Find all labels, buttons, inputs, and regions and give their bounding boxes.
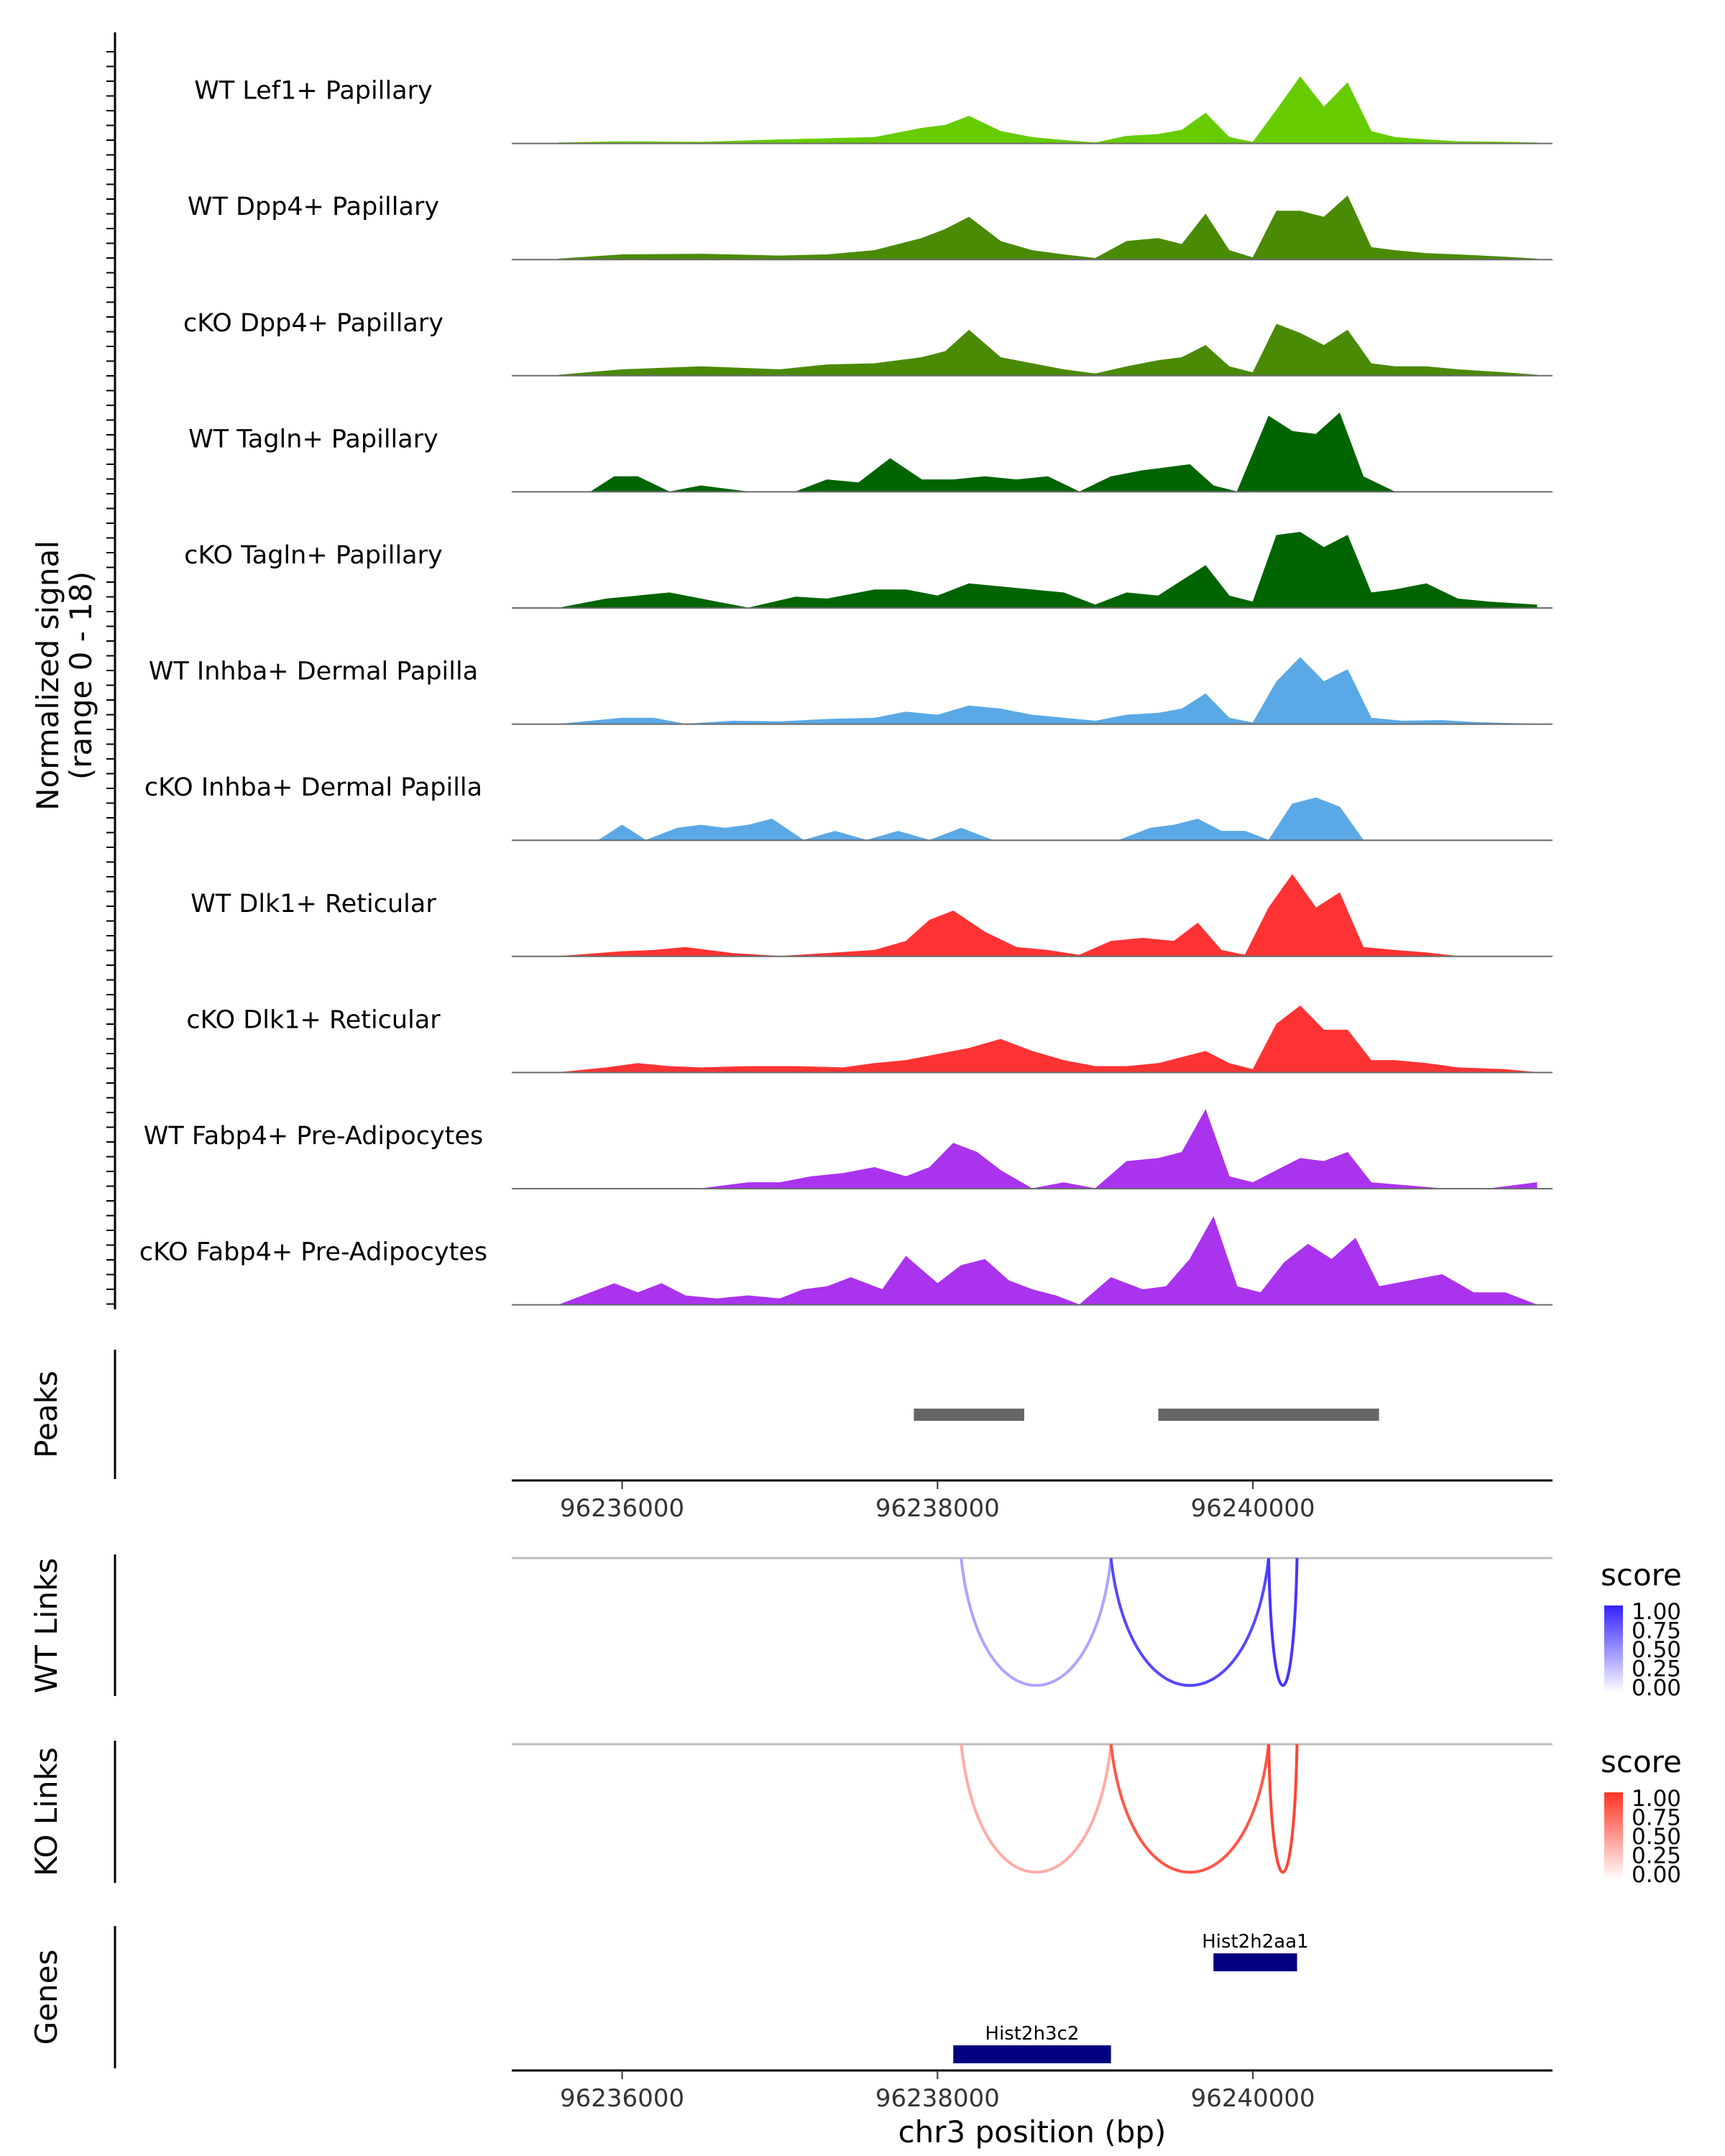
legend-tick-label: 0.00 (1632, 1862, 1681, 1888)
ko-links-label: KO Links (29, 1747, 64, 1876)
gene-body (1213, 1953, 1297, 1971)
coverage-y-label: Normalized signal (30, 540, 65, 811)
link-arc (1109, 1743, 1271, 1874)
legend-tick-label: 0.75 (1632, 1618, 1681, 1644)
wt-legend-title: score (1601, 1557, 1682, 1593)
coverage-area (558, 323, 1537, 377)
coverage-tracks: WT Lef1+ Papillary WT Dpp4+ Papillary cKO … (139, 76, 1552, 1306)
x-tick-label: 96238000 (875, 1494, 1000, 1523)
x-tick-label: 96236000 (560, 2084, 684, 2113)
x-tick-label: 96240000 (1191, 1494, 1315, 1523)
coverage-y-range-label: (range 0 - 18) (63, 571, 98, 780)
track-label: cKO Dlk1+ Reticular (186, 1005, 441, 1034)
gene-body (953, 2045, 1111, 2063)
gene-label: Hist2h3c2 (985, 2023, 1080, 2045)
track-label: WT Lef1+ Papillary (194, 77, 433, 106)
wt-legend-colorbar (1604, 1606, 1623, 1693)
legend-tick-label: 0.25 (1632, 1657, 1681, 1682)
track-label: cKO Fabp4+ Pre-Adipocytes (139, 1238, 487, 1267)
legend-tick-label: 1.00 (1632, 1599, 1681, 1625)
x-axis-title: chr3 position (bp) (898, 2114, 1167, 2150)
link-arc (960, 1743, 1113, 1874)
legend-tick-label: 1.00 (1632, 1786, 1681, 1812)
wt-legend-ticks: 1.000.750.500.250.00 (1632, 1599, 1681, 1701)
genes-label: Genes (29, 1950, 64, 2045)
link-arc (960, 1557, 1113, 1687)
coverage-area (558, 1109, 1537, 1189)
gene-models: Hist2h2aa1 Hist2h3c2 (953, 1931, 1309, 2063)
legend-tick-label: 0.00 (1632, 1675, 1681, 1701)
coverage-area (558, 657, 1537, 725)
peaks-label: Peaks (29, 1370, 64, 1458)
coverage-area (558, 413, 1395, 492)
x-tick-label: 96238000 (875, 2084, 1000, 2113)
coverage-area (558, 874, 1458, 957)
track-label: WT Fabp4+ Pre-Adipocytes (144, 1122, 483, 1151)
ko-legend-colorbar (1604, 1792, 1623, 1880)
link-arc (1267, 1557, 1299, 1687)
x-axis-bottom: 96236000 96238000 96240000 (560, 2070, 1315, 2113)
track-label: cKO Inhba+ Dermal Papilla (144, 773, 482, 802)
track-label: cKO Dpp4+ Papillary (183, 309, 443, 338)
coverage-area (558, 1216, 1537, 1306)
track-label: WT Dlk1+ Reticular (190, 890, 436, 918)
track-label: WT Dpp4+ Papillary (188, 193, 439, 221)
link-arc (1109, 1557, 1271, 1687)
track-label: WT Inhba+ Dermal Papilla (149, 658, 478, 686)
peak-bar (1158, 1409, 1379, 1421)
x-tick-label: 96236000 (560, 1494, 684, 1523)
legend-tick-label: 0.50 (1632, 1824, 1681, 1850)
peak-bar (914, 1409, 1025, 1421)
link-arcs (512, 1557, 1552, 1874)
coverage-area (558, 532, 1537, 609)
track-label: WT Tagln+ Papillary (188, 425, 438, 453)
wt-links-label: WT Links (29, 1558, 64, 1693)
peak-regions (914, 1409, 1379, 1421)
gene-label: Hist2h2aa1 (1202, 1931, 1308, 1953)
coverage-area (558, 1005, 1537, 1073)
ko-legend-title: score (1601, 1744, 1682, 1779)
x-axis-top: 96236000 96238000 96240000 (560, 1480, 1315, 1523)
link-arc (1267, 1743, 1299, 1874)
track-label: cKO Tagln+ Papillary (184, 541, 443, 570)
legend-tick-label: 0.50 (1632, 1637, 1681, 1663)
ko-legend-ticks: 1.000.750.500.250.00 (1632, 1786, 1681, 1888)
coverage-area (558, 76, 1537, 144)
coverage-area (558, 195, 1537, 260)
coverage-y-ticks (106, 51, 115, 1305)
x-tick-label: 96240000 (1191, 2084, 1315, 2113)
legend-tick-label: 0.25 (1632, 1843, 1681, 1869)
legend-tick-label: 0.75 (1632, 1805, 1681, 1831)
